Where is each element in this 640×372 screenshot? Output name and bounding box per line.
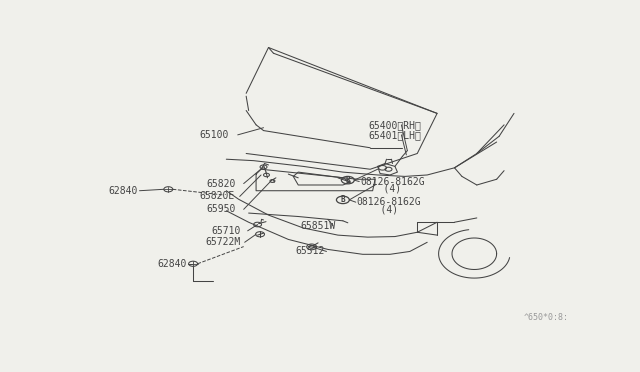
Text: 65950: 65950 <box>207 204 236 214</box>
Text: 65851W: 65851W <box>301 221 336 231</box>
Text: 65710: 65710 <box>211 226 241 236</box>
Text: 08126-8162G: 08126-8162G <box>360 177 425 187</box>
Text: 65722M: 65722M <box>205 237 240 247</box>
Text: 62840: 62840 <box>157 259 186 269</box>
Text: B: B <box>346 176 350 185</box>
Text: 65820: 65820 <box>207 179 236 189</box>
Text: 65512: 65512 <box>296 246 325 256</box>
Text: (4): (4) <box>356 204 398 214</box>
Text: 65401〈LH〉: 65401〈LH〉 <box>369 130 422 140</box>
Text: (4): (4) <box>360 183 401 193</box>
Text: 65820E: 65820E <box>199 192 234 202</box>
Text: 08126-8162G: 08126-8162G <box>356 197 421 207</box>
Text: ^650*0:8:: ^650*0:8: <box>524 314 568 323</box>
Text: 62840: 62840 <box>109 186 138 196</box>
Text: B: B <box>340 195 345 204</box>
Text: 65400〈RH〉: 65400〈RH〉 <box>369 120 422 130</box>
Text: 65100: 65100 <box>199 130 228 140</box>
